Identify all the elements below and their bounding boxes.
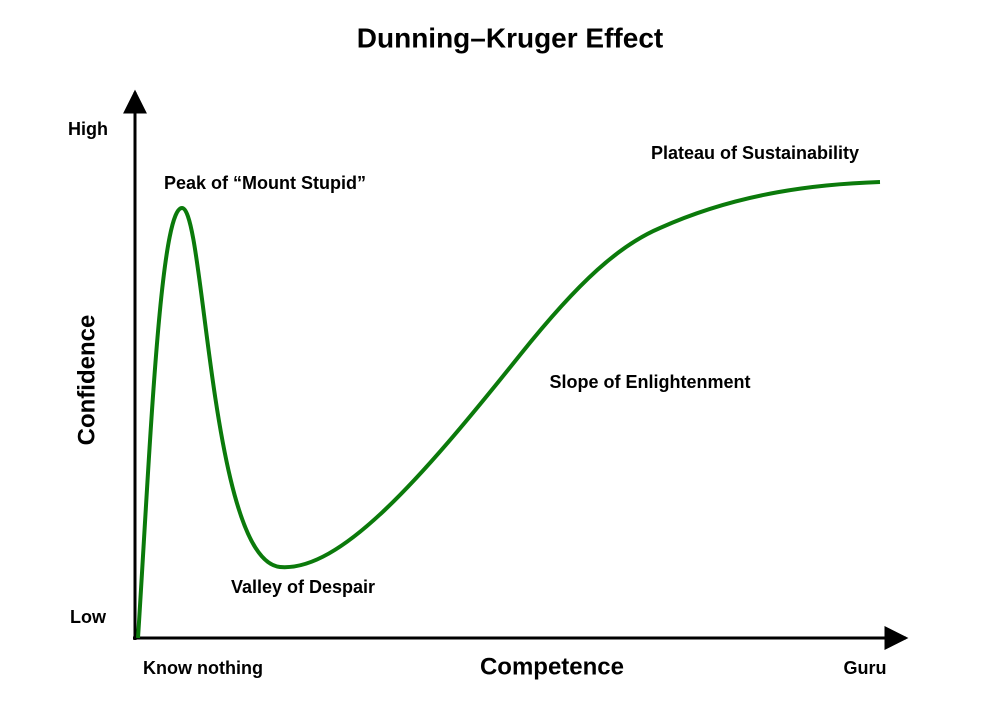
- annotation: Valley of Despair: [231, 577, 375, 597]
- annotation: Plateau of Sustainability: [651, 143, 859, 163]
- x-start: Know nothing: [143, 658, 263, 678]
- y-axis-title: Confidence: [73, 315, 100, 446]
- curve: [136, 180, 881, 639]
- y-high: High: [68, 119, 108, 139]
- annotation: Slope of Enlightenment: [550, 372, 751, 392]
- y-low: Low: [70, 607, 107, 627]
- x-axis-title: Competence: [480, 653, 624, 680]
- title: Dunning–Kruger Effect: [357, 22, 663, 53]
- x-end: Guru: [844, 658, 887, 678]
- annotation: Peak of “Mount Stupid”: [164, 173, 366, 193]
